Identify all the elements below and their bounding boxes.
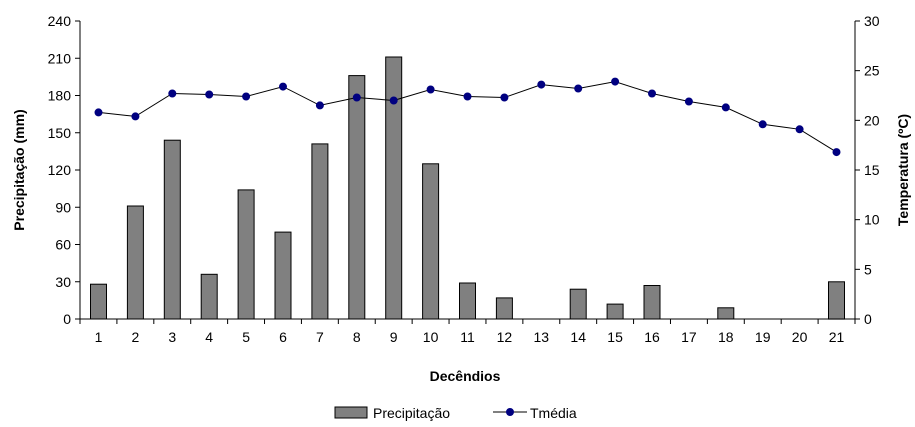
x-tick-label: 21	[829, 329, 845, 345]
bar-10	[422, 163, 440, 320]
tmedia-point-2	[131, 112, 140, 121]
y-tick-label: 30	[55, 274, 71, 290]
bar-8	[348, 75, 366, 320]
x-tick-label: 1	[95, 329, 103, 345]
x-tick-label: 4	[205, 329, 213, 345]
tmedia-point-17	[684, 97, 693, 106]
bar-18	[717, 307, 735, 320]
tmedia-point-6	[279, 82, 287, 91]
y2-tick-label: 20	[864, 112, 880, 128]
x-tick-label: 15	[607, 329, 623, 345]
y2-axis-title: Temperatura (ºC)	[895, 114, 911, 226]
x-tick-label: 5	[242, 329, 250, 345]
bar-2	[126, 205, 144, 320]
x-tick-label: 20	[792, 329, 808, 345]
bar-15	[606, 303, 624, 320]
y2-tick-label: 5	[864, 261, 872, 277]
y2-tick-label: 10	[864, 212, 880, 228]
legend-label-precipitation: Precipitação	[373, 405, 450, 421]
tmedia-point-16	[648, 89, 656, 98]
tmedia-point-8	[352, 93, 361, 102]
legend-marker-tmedia	[506, 408, 514, 416]
precipitation-bars	[90, 56, 845, 320]
tmedia-point-13	[537, 80, 546, 89]
tmedia-point-18	[721, 103, 730, 112]
temperature-line	[94, 77, 841, 157]
x-tick-label: 6	[279, 329, 287, 345]
tmedia-point-7	[315, 101, 324, 110]
x-axis-title: Decêndios	[430, 368, 501, 384]
x-tick-label: 2	[132, 329, 140, 345]
bar-9	[385, 56, 403, 320]
y2-tick-label: 25	[864, 63, 880, 79]
y-tick-label: 210	[48, 50, 72, 66]
bar-11	[459, 282, 476, 320]
x-tick-label: 14	[570, 329, 586, 345]
tmedia-point-11	[463, 92, 472, 101]
y-tick-label: 60	[55, 237, 71, 253]
legend: Precipitação Tmédia	[334, 405, 577, 421]
y-tick-label: 0	[63, 311, 71, 327]
x-tick-label: 19	[755, 329, 771, 345]
y-tick-label: 150	[48, 125, 72, 141]
bar-5	[237, 189, 255, 320]
y-tick-label: 120	[48, 162, 72, 178]
x-tick-label: 8	[353, 329, 361, 345]
tmedia-point-15	[611, 77, 620, 86]
tmedia-point-1	[94, 108, 103, 117]
tmedia-point-19	[758, 120, 767, 129]
tmedia-point-5	[242, 92, 251, 101]
y2-tick-label: 15	[864, 162, 880, 178]
tmedia-point-10	[426, 85, 435, 94]
y-axis-title: Precipitação (mm)	[11, 109, 27, 230]
y-tick-label: 90	[55, 199, 71, 215]
x-tick-label: 17	[681, 329, 697, 345]
bar-1	[90, 283, 107, 320]
tmedia-point-20	[795, 125, 804, 134]
x-tick-label: 11	[460, 329, 475, 345]
bar-12	[495, 297, 513, 320]
y-tick-label: 180	[48, 88, 72, 104]
tmedia-point-3	[168, 89, 177, 98]
tmedia-point-9	[389, 96, 398, 105]
x-tick-label: 16	[644, 329, 660, 345]
legend-label-tmedia: Tmédia	[530, 405, 577, 421]
y2-tick-label: 0	[864, 311, 872, 327]
axes	[75, 20, 860, 324]
x-tick-label: 18	[718, 329, 734, 345]
x-tick-label: 12	[497, 329, 513, 345]
bar-21	[828, 281, 845, 320]
bar-14	[569, 288, 587, 320]
tmedia-point-4	[205, 90, 214, 99]
y-tick-label: 240	[48, 13, 72, 29]
x-tick-label: 9	[390, 329, 398, 345]
bar-3	[163, 139, 181, 320]
bar-6	[274, 231, 292, 320]
tmedia-point-12	[500, 93, 509, 102]
tmedia-point-21	[832, 148, 841, 157]
x-tick-label: 3	[168, 329, 176, 345]
bar-7	[311, 143, 329, 320]
x-tick-label: 13	[534, 329, 550, 345]
bar-4	[200, 273, 218, 320]
y2-tick-label: 30	[864, 13, 880, 29]
x-tick-label: 7	[316, 329, 324, 345]
bar-16	[643, 285, 661, 320]
x-tick-label: 10	[423, 329, 439, 345]
legend-swatch-precipitation	[334, 406, 368, 419]
tmedia-point-14	[574, 84, 583, 93]
